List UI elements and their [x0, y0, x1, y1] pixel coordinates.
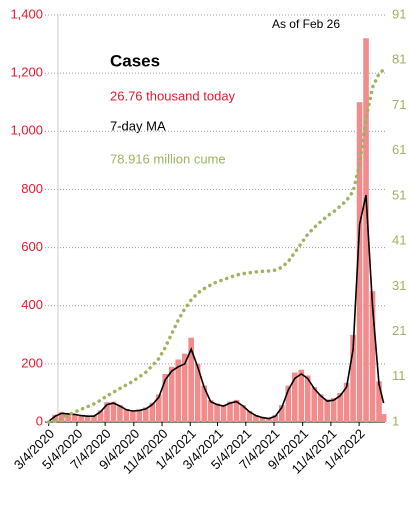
- bar: [58, 412, 65, 422]
- y-tick-label: 1,000: [10, 123, 43, 138]
- bar: [149, 402, 156, 422]
- bar: [317, 394, 324, 422]
- bar: [207, 400, 214, 422]
- bar: [123, 408, 130, 422]
- bar: [356, 102, 363, 422]
- bar: [363, 38, 369, 422]
- bar: [246, 410, 253, 422]
- y2-tick-label: 71: [392, 97, 406, 112]
- bar: [188, 337, 194, 422]
- bar: [52, 414, 58, 422]
- bar: [162, 374, 169, 422]
- y2-tick-label: 21: [392, 323, 406, 338]
- bar: [97, 410, 104, 422]
- bar: [285, 385, 292, 422]
- bar: [84, 415, 91, 422]
- y-tick-label: 800: [21, 181, 43, 196]
- cume-line: [46, 67, 386, 424]
- bar: [227, 401, 233, 422]
- bar: [337, 392, 343, 422]
- ma-note: 7-day MA: [110, 118, 166, 133]
- bar: [136, 409, 143, 422]
- bar: [71, 413, 78, 422]
- bar: [175, 359, 182, 422]
- bar: [324, 399, 330, 422]
- y2-tick-label: 1: [392, 413, 399, 428]
- bar: [291, 372, 298, 422]
- bar: [65, 413, 71, 422]
- bar: [343, 382, 350, 422]
- y2-tick-label: 41: [392, 233, 406, 248]
- bar: [369, 291, 376, 422]
- bar: [298, 369, 305, 422]
- ma-line: [48, 195, 385, 423]
- y2-tick-label: 91: [392, 6, 406, 21]
- bar: [155, 394, 162, 422]
- bar: [259, 417, 266, 422]
- bar: [110, 401, 117, 422]
- y2-tick-label: 81: [392, 52, 406, 67]
- bar: [117, 405, 123, 422]
- today-note: 26.76 thousand today: [110, 88, 236, 103]
- bar: [201, 385, 207, 422]
- bar: [130, 410, 136, 422]
- chart-title: Cases: [110, 51, 160, 70]
- bar: [143, 407, 149, 422]
- bar: [78, 415, 84, 422]
- bar: [266, 417, 272, 422]
- bar: [376, 381, 382, 422]
- bar: [304, 375, 311, 422]
- bar: [253, 415, 259, 422]
- as-of-note: As of Feb 26: [272, 17, 340, 31]
- bar: [220, 405, 227, 422]
- y-tick-label: 600: [21, 239, 43, 254]
- bar: [181, 353, 188, 422]
- y-tick-label: 1,200: [10, 65, 43, 80]
- cume-note: 78.916 million cume: [110, 151, 226, 166]
- bar: [104, 402, 110, 422]
- y2-tick-label: 31: [392, 278, 406, 293]
- y2-tick-label: 61: [392, 142, 406, 157]
- bar: [214, 403, 220, 422]
- y2-tick-label: 51: [392, 187, 406, 202]
- bar: [168, 366, 175, 422]
- bar: [380, 414, 387, 422]
- bar: [194, 363, 201, 422]
- y-tick-label: 1,400: [10, 6, 43, 21]
- y2-tick-label: 11: [392, 368, 406, 383]
- y-tick-label: 400: [21, 297, 43, 312]
- bar: [91, 415, 97, 422]
- bar: [350, 334, 356, 422]
- bar: [279, 405, 285, 422]
- bar: [311, 387, 318, 422]
- y-tick-label: 0: [36, 413, 43, 428]
- y-tick-label: 200: [21, 355, 43, 370]
- bar: [233, 399, 240, 422]
- bar: [240, 405, 246, 422]
- bar: [272, 415, 279, 422]
- bar: [330, 398, 337, 422]
